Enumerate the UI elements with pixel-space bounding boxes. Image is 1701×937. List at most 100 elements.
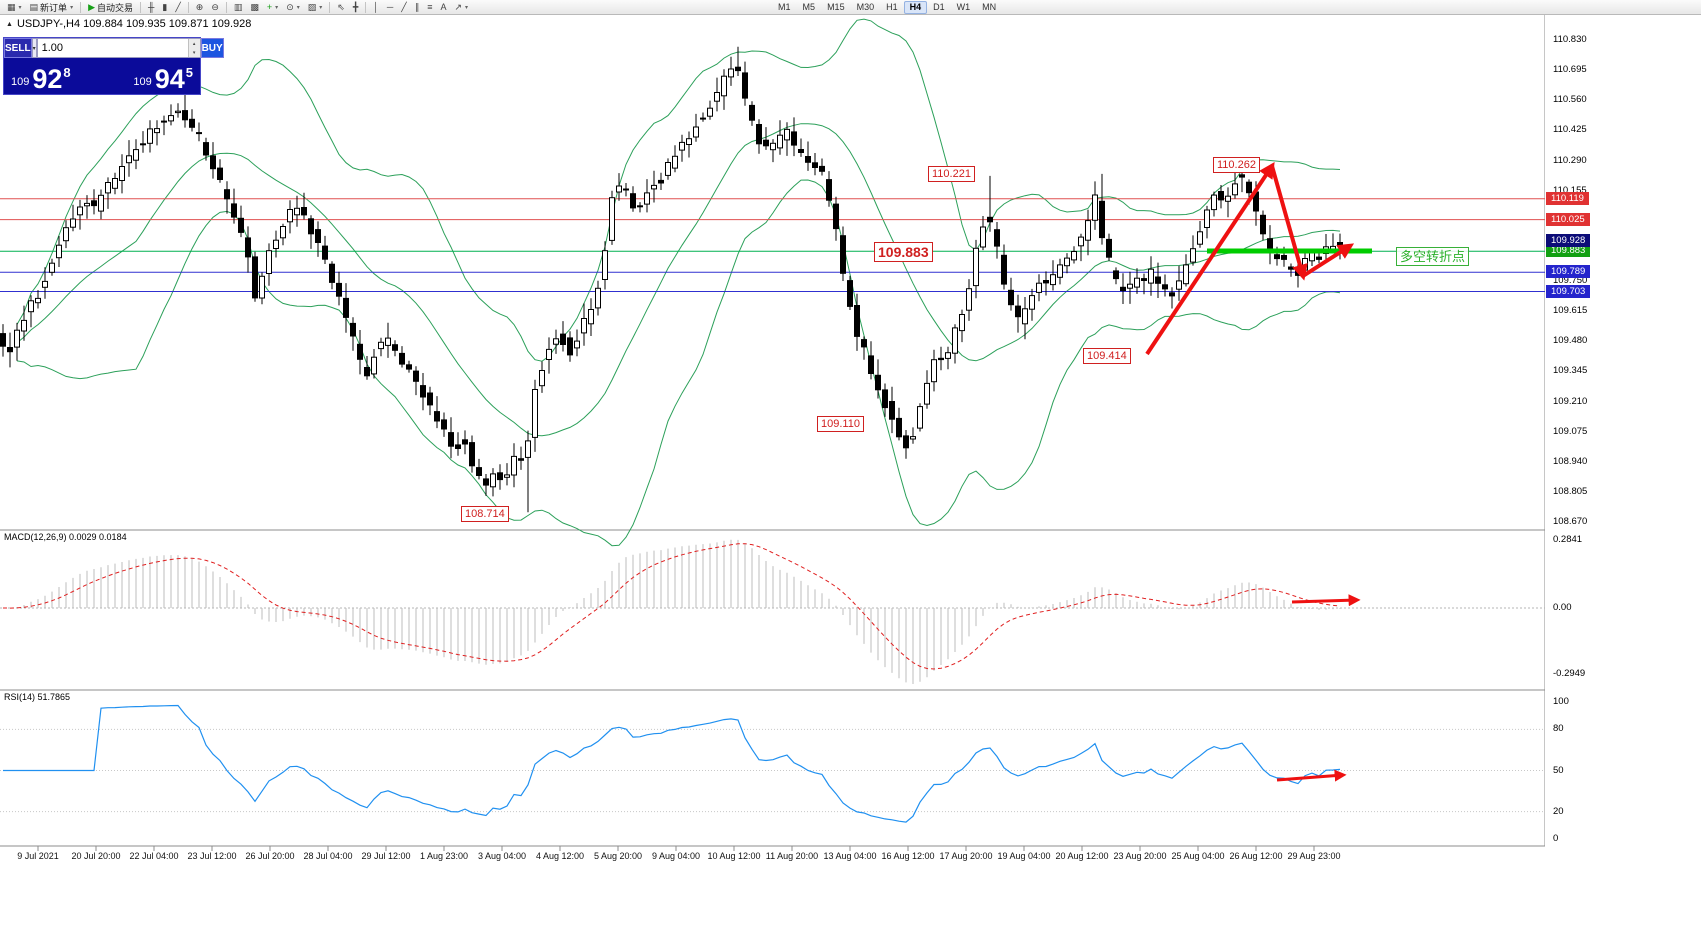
price-annotation[interactable]: 110.221 (928, 166, 975, 182)
timeframe-m1[interactable]: M1 (778, 2, 791, 12)
time-axis[interactable]: 9 Jul 2021 20 Jul 20:00 22 Jul 04:00 23 Jul… (0, 846, 1545, 870)
toolbar-separator (225, 1, 227, 13)
text-label-icon[interactable]: A (436, 1, 450, 14)
zoom-out-icon[interactable]: ⊖ (207, 1, 223, 14)
bar-chart-type-icon-glyph: ╫ (148, 1, 155, 12)
horizontal-line-icon[interactable]: ─ (383, 1, 397, 14)
tile-windows-icon-glyph: ▥ (233, 1, 243, 12)
dropdown-caret-icon[interactable]: ▾ (70, 4, 74, 11)
timeframe-w1[interactable]: W1 (956, 2, 971, 12)
price-scale-label: 109.345 (1553, 365, 1588, 377)
trendline-icon[interactable]: ╱ (397, 1, 410, 14)
trendline-icon-glyph: ╱ (401, 1, 407, 12)
price-badge: 109.928 (1546, 234, 1591, 248)
price-scale-label: 110.830 (1553, 34, 1587, 45)
time-axis-label: 1 Aug 23:00 (419, 851, 469, 861)
bar-chart-type-icon[interactable]: ╫ (144, 1, 158, 14)
fibonacci-icon[interactable]: ≡ (423, 1, 436, 14)
buy-button[interactable]: BUY (200, 38, 224, 58)
toolbar-separator (80, 1, 82, 13)
dropdown-caret-icon[interactable]: ▾ (319, 4, 323, 11)
price-scale-label: 109.480 (1553, 335, 1588, 347)
price-annotation[interactable]: 109.110 (817, 416, 864, 432)
autotrade-button[interactable]: ▶ 自动交易 (84, 1, 137, 14)
price-axis[interactable]: 110.830 110.695 110.560 110.425 110.290 110.1… (1545, 0, 1701, 870)
price-annotation[interactable]: 109.414 (1083, 348, 1131, 364)
templates-icon[interactable]: ▨ ▾ (304, 1, 327, 14)
auto-arrange-icon[interactable]: ▩ (246, 1, 263, 14)
time-axis-label: 17 Aug 20:00 (939, 851, 993, 861)
timeframe-m5[interactable]: M5 (802, 2, 816, 12)
price-badge: 109.789 (1546, 265, 1591, 279)
price-scale-label: 110.425 (1553, 124, 1587, 136)
dropdown-caret-icon[interactable]: ▾ (18, 4, 22, 11)
vertical-line-icon[interactable]: │ (369, 1, 383, 14)
crosshair-icon-glyph: ╋ (352, 1, 359, 12)
price-scale-label: 110.155 (1553, 184, 1587, 196)
bid-sup-digit: 8 (63, 65, 71, 80)
line-chart-type-icon[interactable]: ╱ (171, 1, 184, 14)
price-scale-label: 109.615 (1553, 305, 1588, 317)
timeframe-d1[interactable]: D1 (933, 2, 945, 12)
volume-spinner[interactable]: ▴ ▾ (187, 39, 200, 57)
timeframe-m15[interactable]: M15 (827, 2, 845, 12)
arrows-tool-icon[interactable]: ↗ ▾ (450, 1, 472, 14)
order-options-dropdown[interactable]: ▾ (31, 38, 37, 58)
time-axis-label: 22 Jul 04:00 (129, 851, 179, 861)
new-order-button[interactable]: ▤ 新订单 ▾ (26, 1, 78, 14)
time-axis-label: 20 Aug 12:00 (1055, 851, 1109, 861)
time-axis-label: 26 Jul 20:00 (245, 851, 295, 861)
cursor-icon[interactable]: ⇖ (333, 1, 349, 14)
toolbar-separator (365, 1, 367, 13)
ask-sup-digit: 5 (185, 65, 193, 80)
sell-button[interactable]: SELL (4, 38, 32, 58)
time-axis-label: 9 Aug 04:00 (651, 851, 701, 861)
price-badge: 109.703 (1546, 284, 1591, 298)
toolbar-separator (140, 1, 142, 13)
main-toolbar: ▦ ▾ ▤ 新订单 ▾ ▶ 自动交易 ╫ ▮ ╱ ⊕ ⊖ ▥ ▩ + ▾ ⊙ ▾ ▨ ▾ ⇖ ╋ │ ─ ╱ ∥ ≡ A ↗ ▾ M1 M5… (0, 0, 1701, 15)
price-annotation[interactable]: 108.714 (461, 506, 509, 522)
volume-input[interactable] (37, 39, 188, 57)
timeframe-mn[interactable]: MN (982, 2, 997, 12)
timeframe-h1[interactable]: H1 (886, 2, 898, 12)
indicators-add-icon[interactable]: + ▾ (263, 1, 282, 14)
spinner-down-icon[interactable]: ▾ (188, 48, 200, 57)
rsi-label: RSI(14) 51.7865 (4, 692, 71, 702)
time-axis-label: 3 Aug 04:00 (477, 851, 527, 861)
text-label-icon-glyph: A (440, 1, 447, 12)
dropdown-caret-icon[interactable]: ▾ (296, 4, 300, 11)
ask-big-digits: 94 (154, 64, 185, 95)
candlestick-chart-type-icon-glyph: ▮ (162, 1, 168, 12)
autotrade-button-label: 自动交易 (97, 2, 134, 13)
price-scale-label: 108.805 (1553, 485, 1588, 497)
dropdown-caret-icon[interactable]: ▾ (465, 4, 469, 11)
note-label[interactable]: 多空转折点 (1396, 247, 1470, 266)
timeframe-m30[interactable]: M30 (856, 2, 875, 12)
candlestick-chart-type-icon[interactable]: ▮ (158, 1, 171, 14)
time-axis-label: 19 Aug 04:00 (997, 851, 1051, 861)
rsi-scale-label: 50 (1553, 764, 1564, 776)
crosshair-icon[interactable]: ╋ (349, 1, 362, 14)
dropdown-caret-icon[interactable]: ▾ (275, 4, 279, 11)
timeframe-h4[interactable]: H4 (903, 0, 928, 14)
zoom-in-icon[interactable]: ⊕ (192, 1, 208, 14)
periods-icon[interactable]: ⊙ ▾ (282, 1, 304, 14)
charts-menu-button[interactable]: ▦ ▾ (3, 1, 26, 14)
one-click-trading-panel: SELL ▾ ▴ ▾ BUY 109 92 8 109 94 5 (3, 37, 224, 95)
tile-windows-icon[interactable]: ▥ (230, 1, 247, 14)
charts-menu-button-glyph: ▦ (7, 1, 16, 12)
time-axis-label: 5 Aug 20:00 (593, 851, 643, 861)
zoom-out-icon-glyph: ⊖ (211, 1, 219, 12)
macd-scale-label: -0.2949 (1553, 668, 1586, 679)
zoom-in-icon-glyph: ⊕ (195, 1, 204, 12)
price-annotation[interactable]: 109.883 (874, 242, 933, 262)
equidistant-channel-icon[interactable]: ∥ (411, 1, 424, 14)
rsi-scale-label: 100 (1553, 696, 1569, 707)
vertical-line-icon-glyph: │ (373, 1, 379, 12)
spinner-up-icon[interactable]: ▴ (188, 39, 200, 48)
ask-price: 109 94 5 (133, 64, 193, 95)
bid-big-digits: 92 (32, 64, 63, 95)
price-annotation[interactable]: 110.262 (1213, 157, 1260, 173)
price-scale-label: 108.670 (1553, 516, 1588, 527)
